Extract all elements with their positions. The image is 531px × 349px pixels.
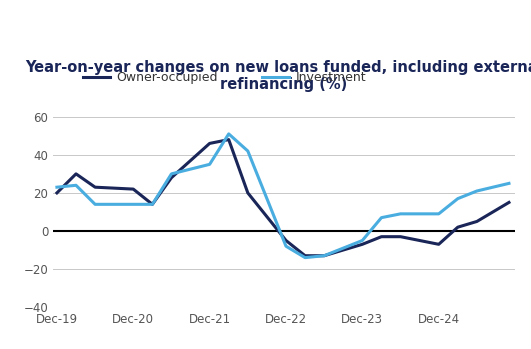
Owner-occupied [435, 242, 442, 246]
Title: Year-on-year changes on new loans funded, including external
refinancing (%): Year-on-year changes on new loans funded… [25, 60, 531, 92]
Investment [73, 183, 79, 187]
Owner-occupied [321, 254, 327, 258]
Investment [149, 202, 156, 206]
Owner-occupied [168, 176, 175, 180]
Legend: Owner-occupied, Investment: Owner-occupied, Investment [78, 66, 371, 89]
Line: Investment: Investment [57, 134, 509, 258]
Owner-occupied [245, 191, 251, 195]
Owner-occupied [54, 191, 60, 195]
Owner-occupied [130, 187, 136, 191]
Investment [54, 185, 60, 189]
Owner-occupied [506, 200, 512, 205]
Owner-occupied [73, 172, 79, 176]
Owner-occupied [378, 235, 384, 239]
Investment [359, 238, 365, 243]
Investment [245, 149, 251, 153]
Owner-occupied [207, 141, 213, 146]
Investment [302, 255, 309, 260]
Investment [435, 212, 442, 216]
Investment [283, 244, 289, 248]
Owner-occupied [397, 235, 404, 239]
Investment [506, 181, 512, 185]
Owner-occupied [149, 202, 156, 206]
Investment [474, 189, 480, 193]
Investment [397, 212, 404, 216]
Investment [92, 202, 98, 206]
Owner-occupied [283, 238, 289, 243]
Owner-occupied [226, 138, 232, 142]
Investment [226, 132, 232, 136]
Owner-occupied [302, 254, 309, 258]
Owner-occupied [455, 225, 461, 229]
Owner-occupied [359, 242, 365, 246]
Investment [168, 172, 175, 176]
Investment [378, 216, 384, 220]
Investment [130, 202, 136, 206]
Owner-occupied [92, 185, 98, 189]
Line: Owner-occupied: Owner-occupied [57, 140, 509, 256]
Investment [455, 196, 461, 201]
Investment [207, 162, 213, 166]
Owner-occupied [474, 220, 480, 224]
Investment [321, 254, 327, 258]
